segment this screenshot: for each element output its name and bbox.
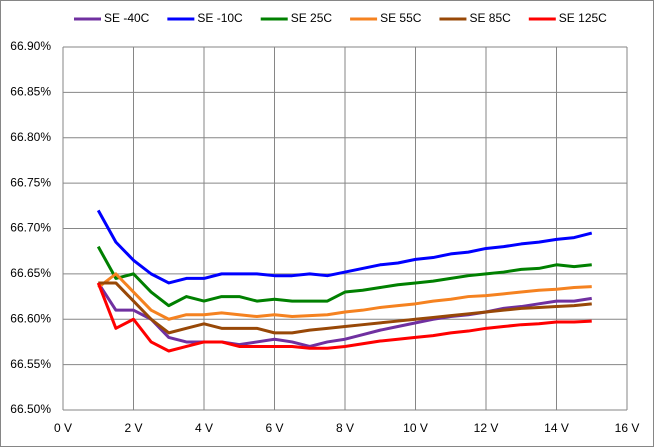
x-tick-label: 14 V bbox=[544, 421, 569, 435]
y-tick-label: 66.70% bbox=[10, 221, 51, 235]
series-line bbox=[97, 272, 592, 321]
series-line bbox=[98, 281, 592, 335]
x-tick-label: 16 V bbox=[615, 421, 640, 435]
series-line bbox=[96, 282, 592, 348]
y-tick-label: 66.65% bbox=[10, 266, 51, 280]
x-tick-label: 12 V bbox=[474, 421, 499, 435]
x-tick-label: 6 V bbox=[265, 421, 283, 435]
x-tick-label: 4 V bbox=[195, 421, 213, 435]
y-tick-label: 66.55% bbox=[10, 357, 51, 371]
y-tick-label: 66.50% bbox=[10, 402, 51, 416]
legend-label: SE 125C bbox=[559, 11, 607, 25]
legend-label: SE 25C bbox=[291, 11, 333, 25]
x-tick-label: 8 V bbox=[336, 421, 354, 435]
series-line bbox=[96, 209, 593, 285]
series-line bbox=[96, 245, 592, 308]
legend-label: SE 85C bbox=[469, 11, 511, 25]
y-tick-label: 66.75% bbox=[10, 175, 51, 189]
legend-label: SE 55C bbox=[380, 11, 422, 25]
series-line bbox=[96, 282, 592, 353]
y-tick-label: 66.60% bbox=[10, 311, 51, 325]
y-tick-label: 66.90% bbox=[10, 39, 51, 53]
y-tick-label: 66.80% bbox=[10, 130, 51, 144]
x-tick-label: 0 V bbox=[54, 421, 72, 435]
x-tick-label: 2 V bbox=[124, 421, 142, 435]
x-tick-label: 10 V bbox=[403, 421, 428, 435]
y-tick-label: 66.85% bbox=[10, 85, 51, 99]
legend-label: SE -40C bbox=[104, 11, 150, 25]
legend-label: SE -10C bbox=[197, 11, 243, 25]
